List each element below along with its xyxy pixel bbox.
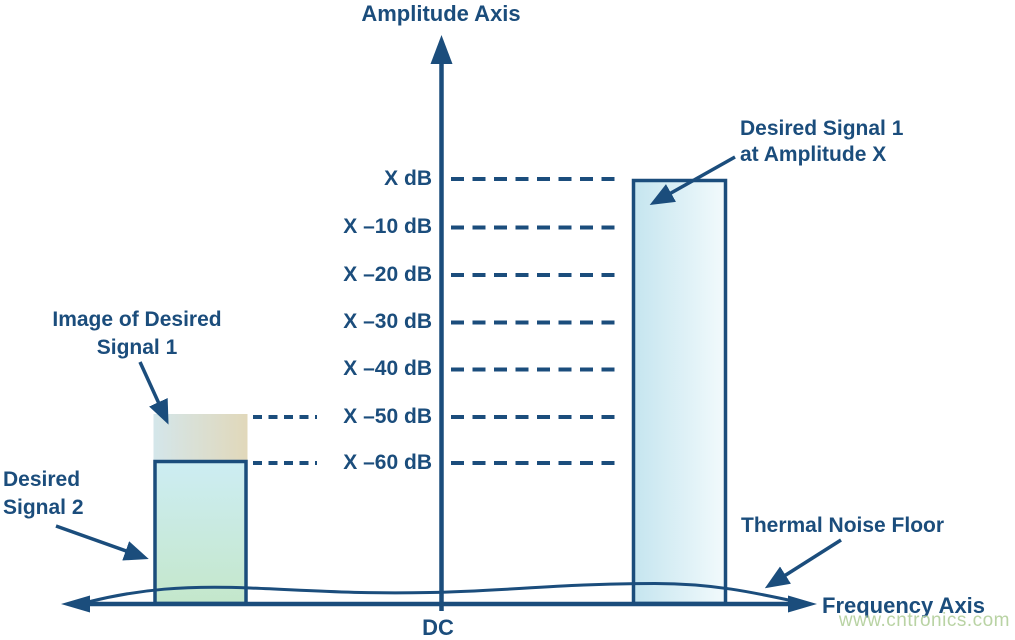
signal2-annotation-line2: Signal 2 [3,496,84,519]
left-dash-leaders [253,415,317,465]
watermark-text: www.cntronics.com [838,610,1010,631]
signal1-annotation-arrow [649,155,736,206]
signal1-bar [631,178,728,606]
signal1-annotation-line1: Desired Signal 1 [740,117,904,140]
frequency-axis-right-arrowhead [788,595,817,613]
frequency-axis-left-arrowhead [61,595,90,613]
tick-x30: X –30 dB [343,310,432,333]
signal1-annotation-line2: at Amplitude X [740,143,887,166]
annotation-arrows [55,155,842,589]
signal2-annotation-arrow [55,524,149,561]
signal2-annotation-line1: Desired [3,468,81,491]
amplitude-axis-arrowhead [430,35,453,64]
tick-x20: X –20 dB [343,263,432,286]
amplitude-gridlines [451,177,621,465]
tick-xdb: X dB [384,167,432,190]
image-of-signal1-bar [153,414,248,461]
tick-x40: X –40 dB [343,357,432,380]
tick-x10: X –10 dB [343,215,432,238]
tick-x60: X –60 dB [343,451,432,474]
tick-x50: X –50 dB [343,405,432,428]
image-annotation-arrow [138,361,169,425]
image-annotation-line1: Image of Desired [52,308,222,331]
signal1-annotation-label: Desired Signal 1 at Amplitude X [740,116,903,168]
amplitude-axis-label: Amplitude Axis [361,1,521,26]
image-annotation-label: Image of Desired Signal 1 [18,306,256,362]
thermal-noise-floor-label: Thermal Noise Floor [741,514,945,537]
thermal-noise-floor-curve [87,581,801,604]
dc-label: DC [422,615,454,640]
signal2-annotation-label: Desired Signal 2 [3,466,84,522]
frequency-axis-label: Frequency Axis [822,593,986,618]
signal2-bar [153,459,248,606]
image-annotation-line2: Signal 1 [96,336,178,359]
thermal-annotation-arrow [764,538,842,589]
